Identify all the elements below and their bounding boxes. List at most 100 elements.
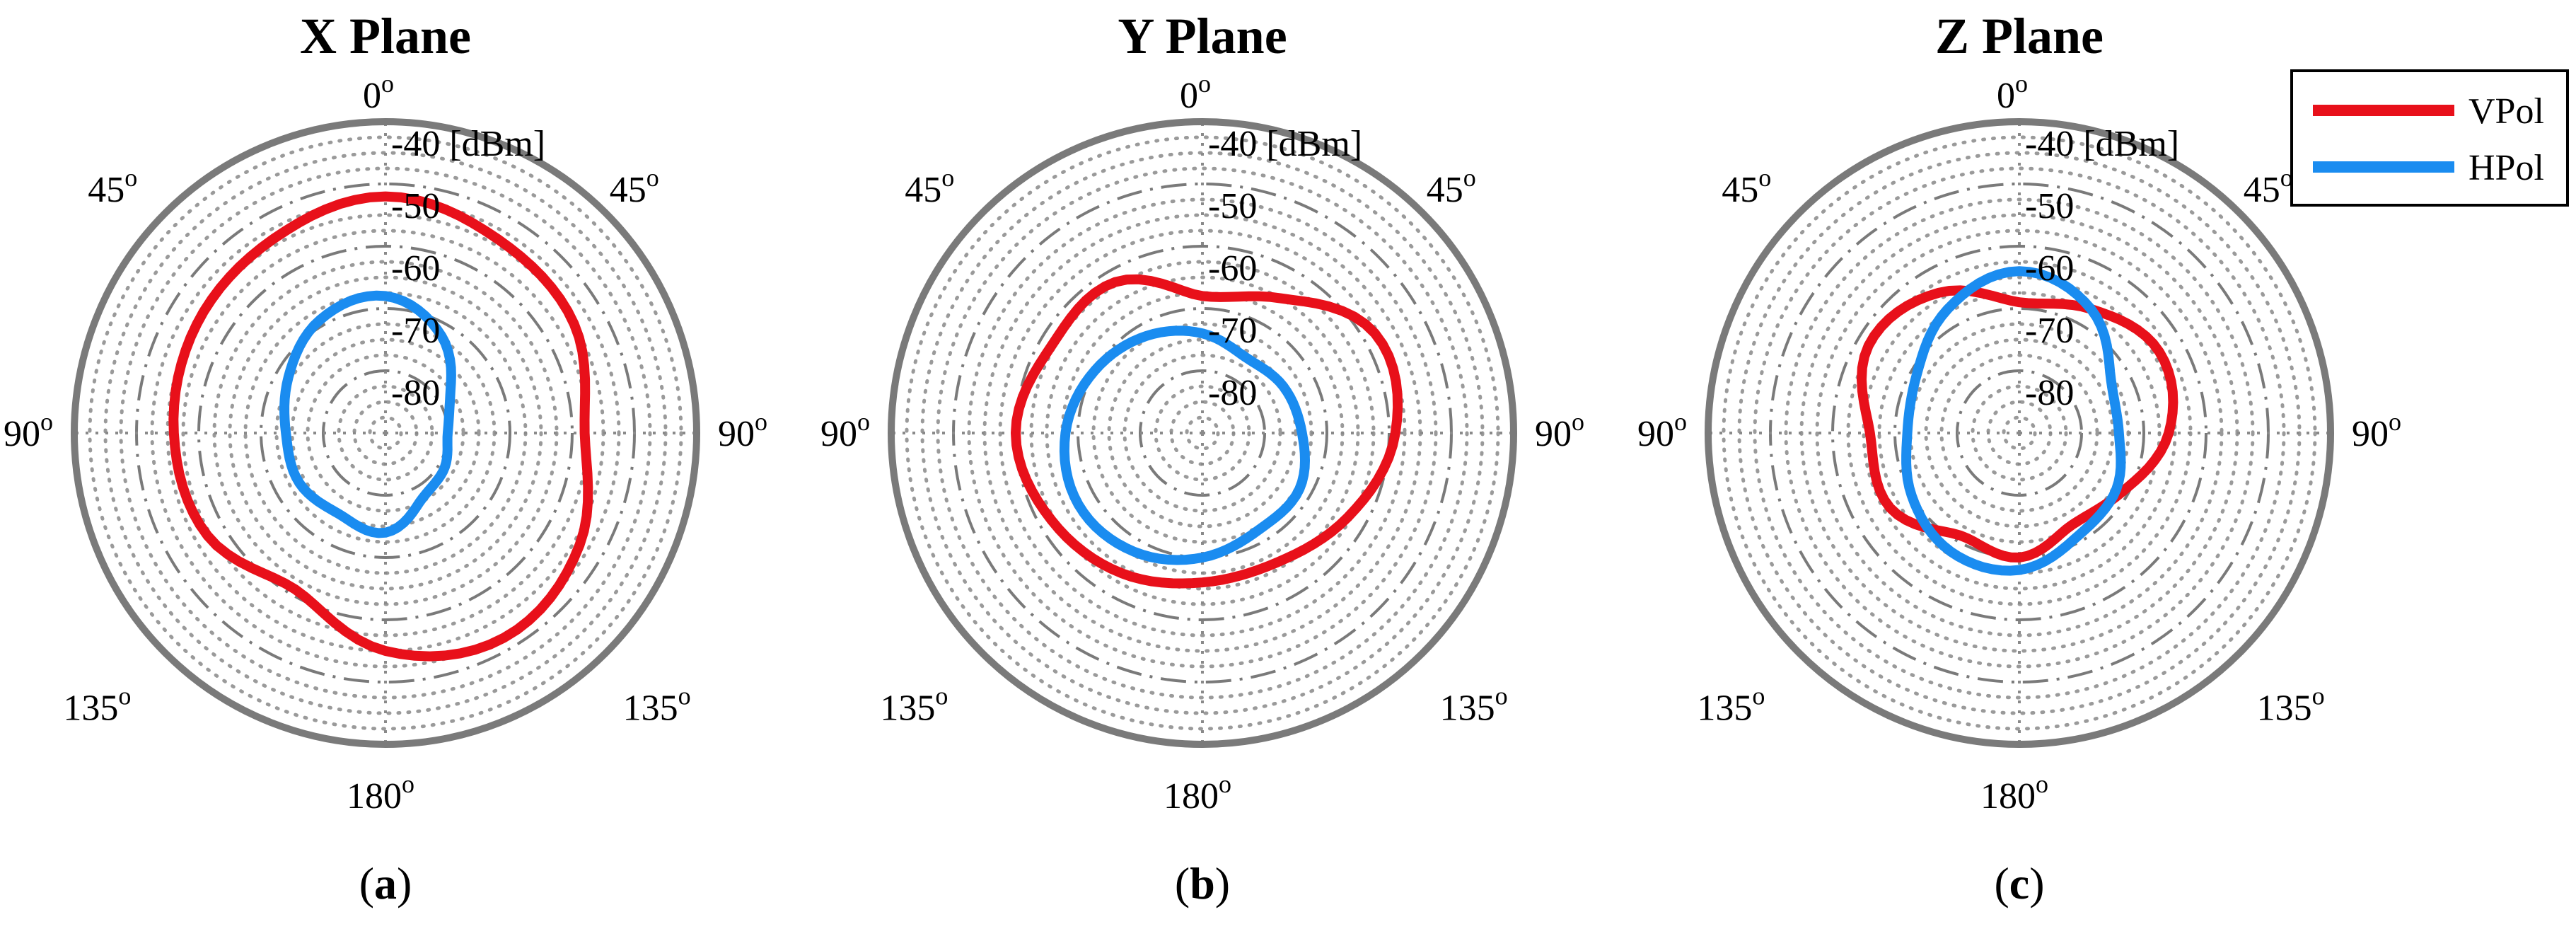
degree-sign: o [381, 69, 394, 98]
degree-sign: o [2312, 682, 2325, 710]
minor-grid-ring [228, 275, 543, 591]
radial-tick-label: -70 [391, 311, 440, 351]
minor-grid-ring [1815, 229, 2224, 637]
degree-sign: o [402, 770, 414, 798]
series-line-vpol [1857, 285, 2178, 562]
minor-grid-ring [1185, 415, 1220, 451]
minor-grid-ring [1753, 166, 2286, 700]
outer-ring [1705, 118, 2334, 748]
series-line-vpol [168, 191, 593, 662]
series-line-hpol [279, 290, 456, 538]
degree-sign: o [124, 163, 137, 192]
degree-sign: o [1674, 408, 1687, 436]
angle-label-180: 180o [1980, 770, 2048, 817]
minor-grid-ring [1045, 275, 1360, 591]
degree-sign: o [857, 408, 870, 436]
panel-title: X Plane [300, 8, 471, 64]
minor-grid-ring [1784, 197, 2255, 669]
outer-ring [888, 118, 1517, 748]
radial-tick-label: -60 [391, 248, 440, 289]
degree-sign: o [2280, 163, 2293, 192]
minor-grid-ring [88, 135, 683, 731]
angle-label-neg45: 45o [1722, 163, 1771, 210]
angle-label-0: 0o [1997, 69, 2028, 116]
radial-tick-label: -50 [2025, 186, 2074, 226]
major-grid-ring [1831, 245, 2207, 621]
degree-sign: o [678, 682, 691, 710]
degree-sign: o [2389, 408, 2401, 436]
polar-panel-b: -40 [dBm] -50 -60 -70 -80 0o 45o 45o 90o 90o 135o 1… [820, 8, 1584, 908]
degree-sign: o [40, 408, 53, 436]
minor-grid-ring [1971, 384, 2068, 482]
angle-label-135: 135o [1440, 682, 1508, 729]
radial-tick-label: -50 [391, 186, 440, 226]
caption-paren-open: ( [1994, 858, 2009, 908]
radial-tick-label: -80 [1208, 373, 1257, 413]
angle-label-45: 45o [1427, 163, 1476, 210]
major-grid-ring [260, 307, 511, 559]
degree-sign: o [1463, 163, 1476, 192]
degree-sign: o [1198, 69, 1211, 98]
radial-tick-label: -50 [1208, 186, 1257, 226]
caption-letter: b [1190, 858, 1215, 908]
series-line-hpol [1901, 266, 2126, 576]
polar-panel-a: -40 [dBm] -50 -60 -70 -80 0o 45o 45o 90o 90o 135o 1… [4, 8, 767, 908]
caption-letter: c [2009, 858, 2029, 908]
degree-sign: o [755, 408, 767, 436]
minor-grid-ring [2002, 415, 2037, 451]
minor-grid-ring [337, 384, 434, 482]
legend-label-vpol: VPol [2468, 91, 2544, 132]
polar-panel-c: -40 [dBm] -50 -60 -70 -80 0o 45o 45o 90o 90o 135o 1… [1637, 8, 2401, 908]
minor-grid-ring [1862, 275, 2177, 591]
angle-label-0: 0o [363, 69, 394, 116]
panel-title: Y Plane [1118, 8, 1287, 64]
series-line-vpol [1011, 274, 1403, 589]
minor-grid-ring [290, 337, 481, 529]
angle-label-0: 0o [1180, 69, 1211, 116]
angle-label-90: 90o [1535, 408, 1584, 454]
minor-grid-ring [1122, 353, 1282, 513]
caption-paren-close: ) [397, 858, 412, 908]
degree-sign: o [646, 163, 659, 192]
minor-grid-ring [967, 197, 1438, 669]
major-grid-ring [1014, 245, 1391, 621]
series-line-hpol [1059, 325, 1310, 565]
caption-paren-close: ) [2029, 858, 2044, 908]
angle-label-135: 135o [623, 682, 691, 729]
angle-label-45: 45o [2244, 163, 2293, 210]
degree-sign: o [2015, 69, 2028, 98]
radial-tick-label: -40 [dBm] [391, 124, 545, 164]
minor-grid-ring [306, 353, 465, 513]
radial-tick-label: -70 [2025, 311, 2074, 351]
minor-grid-ring [368, 415, 403, 451]
angle-label-neg135: 135o [63, 682, 131, 729]
degree-sign: o [1572, 408, 1584, 436]
panel-caption: (a) [359, 858, 412, 908]
minor-grid-ring [1939, 353, 2099, 513]
radial-tick-label: -80 [391, 373, 440, 413]
angle-label-90: 90o [718, 408, 767, 454]
radial-tick-label: -70 [1208, 311, 1257, 351]
degree-sign: o [941, 163, 954, 192]
radial-tick-label: -40 [dBm] [1208, 124, 1362, 164]
angle-label-180: 180o [1164, 770, 1231, 817]
degree-sign: o [1219, 770, 1231, 798]
angle-label-neg90: 90o [4, 408, 53, 454]
radial-tick-label: -60 [1208, 248, 1257, 289]
degree-sign: o [1752, 682, 1765, 710]
angle-label-neg135: 135o [880, 682, 948, 729]
radial-tick-label: -60 [2025, 248, 2074, 289]
degree-sign: o [935, 682, 948, 710]
outer-ring [71, 118, 700, 748]
angle-label-neg45: 45o [88, 163, 137, 210]
legend-label-hpol: HPol [2468, 148, 2544, 188]
degree-sign: o [2036, 770, 2048, 798]
angle-label-135: 135o [2257, 682, 2325, 729]
angle-label-neg90: 90o [820, 408, 870, 454]
minor-grid-ring [936, 166, 1469, 700]
radial-tick-label: -40 [dBm] [2025, 124, 2179, 164]
panel-title: Z Plane [1935, 8, 2104, 64]
minor-grid-ring [1107, 337, 1298, 529]
angle-label-neg45: 45o [905, 163, 954, 210]
minor-grid-ring [998, 229, 1407, 637]
